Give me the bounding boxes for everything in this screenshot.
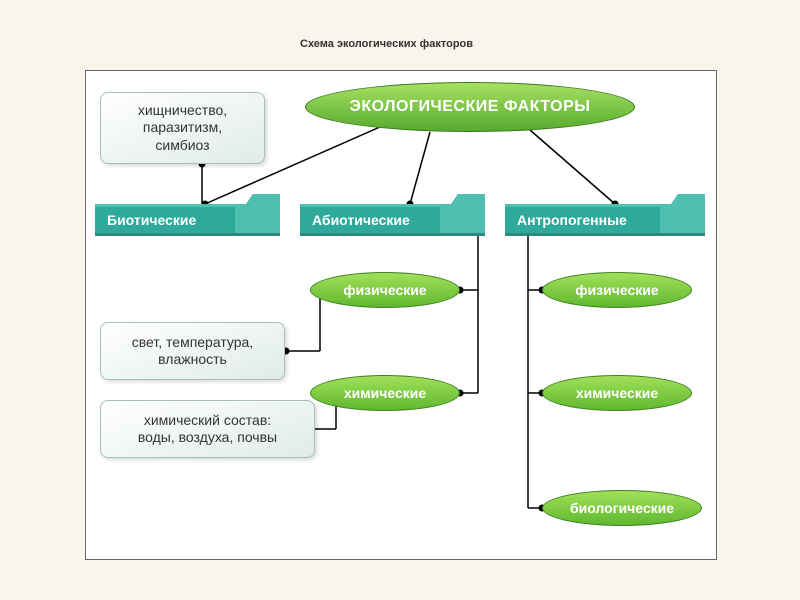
note-abiotic-physical-text: свет, температура,влажность — [132, 334, 253, 369]
node-anthro-physical: физические — [542, 272, 692, 308]
node-anthro-chemical-label: химические — [576, 385, 658, 401]
diagram-canvas: Схема экологических факторов ЭКОЛОГИЧЕСК… — [0, 0, 800, 600]
tab-abiotic-text: Абиотические — [312, 212, 410, 228]
note-abiotic-chemical: химический состав:воды, воздуха, почвы — [100, 400, 315, 458]
tab-abiotic-label: Абиотические — [300, 207, 440, 233]
node-abiotic-physical: физические — [310, 272, 460, 308]
node-anthro-biological-label: биологические — [570, 500, 674, 516]
tab-anthro-text: Антропогенные — [517, 212, 627, 228]
tab-biotic-text: Биотические — [107, 212, 196, 228]
node-abiotic-chemical-label: химические — [344, 385, 426, 401]
node-abiotic-chemical: химические — [310, 375, 460, 411]
node-abiotic-physical-label: физические — [343, 282, 426, 298]
note-biotic-examples: хищничество,паразитизм,симбиоз — [100, 92, 265, 164]
node-anthro-physical-label: физические — [575, 282, 658, 298]
tab-biotic-label: Биотические — [95, 207, 235, 233]
tab-anthro-label: Антропогенные — [505, 207, 660, 233]
root-node-label: ЭКОЛОГИЧЕСКИЕ ФАКТОРЫ — [350, 98, 591, 116]
note-biotic-text: хищничество,паразитизм,симбиоз — [138, 102, 227, 155]
root-node: ЭКОЛОГИЧЕСКИЕ ФАКТОРЫ — [305, 82, 635, 132]
node-anthro-chemical: химические — [542, 375, 692, 411]
note-abiotic-chemical-text: химический состав:воды, воздуха, почвы — [138, 412, 277, 447]
page-title: Схема экологических факторов — [300, 38, 473, 50]
page-title-text: Схема экологических факторов — [300, 38, 473, 50]
node-anthro-biological: биологические — [542, 490, 702, 526]
note-abiotic-physical: свет, температура,влажность — [100, 322, 285, 380]
